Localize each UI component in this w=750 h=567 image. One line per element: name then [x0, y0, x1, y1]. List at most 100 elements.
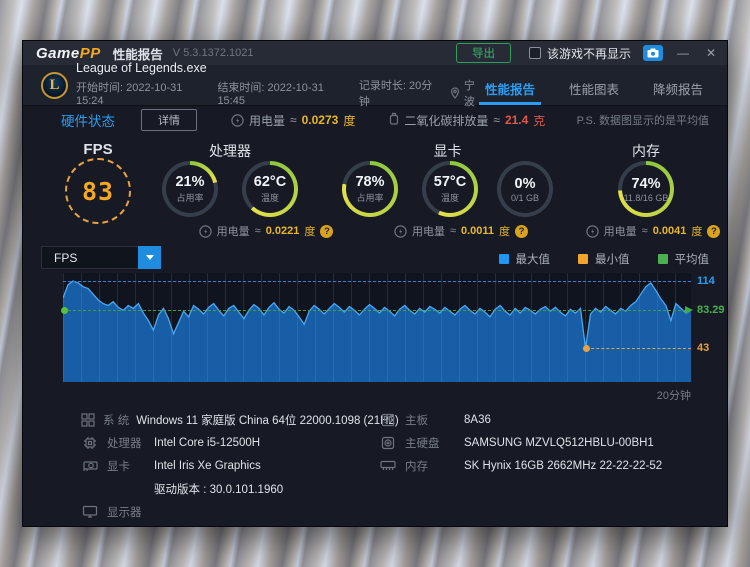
min-reference-line	[583, 345, 691, 352]
total-power-item: 用电量 ≈ 0.0273 度	[231, 112, 355, 129]
gpu-vram-label: 0/1 GB	[510, 192, 539, 203]
tab-performance-report[interactable]: 性能报告	[478, 79, 541, 105]
game-exe-name: League of Legends.exe	[76, 61, 207, 75]
approx-sign: ≈	[290, 113, 297, 127]
co2-unit: 克	[533, 113, 546, 128]
average-note: P.S. 数据图显示的是平均值	[576, 115, 709, 127]
window-title: 性能报告	[112, 47, 163, 62]
metric-dropdown[interactable]: FPS	[41, 246, 161, 269]
motherboard-row: 主板 8A36	[379, 408, 715, 431]
logo-game-text: Game	[36, 44, 80, 62]
gpu-vram-gauge: 0% 0/1 GB	[497, 161, 553, 217]
co2-item: 二氧化碳排放量 ≈ 21.4 克	[389, 112, 545, 129]
co2-value: 21.4	[504, 113, 529, 127]
min-swatch	[578, 254, 588, 264]
x-axis-label: 20分钟	[656, 390, 691, 402]
tab-throttle-report[interactable]: 降频报告	[652, 83, 703, 97]
power-label: 用电量	[216, 226, 250, 238]
power-unit: 度	[304, 226, 316, 238]
memory-usage-label: 11.8/16 GB	[623, 192, 669, 203]
legend-max[interactable]: 最大值	[498, 251, 550, 267]
max-reference-line	[63, 281, 691, 282]
chart-legend: 最大值 最小值 平均值	[498, 251, 709, 267]
help-icon[interactable]	[707, 224, 721, 238]
cpu-row: 处理器 Intel Core i5-12500H	[81, 431, 377, 454]
cpu-temp-gauge: 62°C 温度	[242, 161, 298, 217]
game-meta: League of Legends.exe 开始时间: 2022-10-31 1…	[76, 61, 485, 109]
gpu-title: 显卡	[433, 143, 462, 159]
gpu-temp-value: 57°C	[433, 174, 467, 190]
power-unit: 度	[343, 113, 356, 128]
disk-row: 主硬盘 SAMSUNG MZVLQ512HBLU-00BH1	[379, 431, 715, 454]
session-times: 开始时间: 2022-10-31 15:24 结束时间: 2022-10-31 …	[76, 77, 485, 109]
legend-avg[interactable]: 平均值	[657, 251, 709, 267]
end-time: 结束时间: 2022-10-31 15:45	[217, 82, 324, 107]
system-icon	[81, 412, 95, 427]
fps-area-series	[63, 280, 691, 382]
tab-performance-chart[interactable]: 性能图表	[568, 83, 619, 97]
cpu-title: 处理器	[209, 143, 251, 159]
memory-usage-gauge: 74% 11.8/16 GB	[618, 161, 674, 217]
cpu-icon	[81, 436, 99, 450]
chart-value-labels: 114 83.29 43	[697, 273, 729, 382]
avg-reference-line	[61, 305, 693, 314]
help-icon[interactable]	[320, 224, 334, 238]
fps-chart	[61, 273, 693, 382]
hardware-status-title: 硬件状态	[61, 114, 115, 129]
gpu-temp-label: 温度	[440, 193, 459, 203]
camera-icon	[647, 48, 659, 58]
gpu-power-row: 用电量 ≈ 0.0011 度	[371, 223, 551, 239]
approx-sign: ≈	[641, 225, 648, 237]
ram-row: 内存 SK Hynix 16GB 2662MHz 22-22-22-52	[379, 454, 715, 477]
power-label: 用电量	[411, 226, 445, 238]
cpu-usage-gauge: 21% 占用率	[162, 161, 218, 217]
logo-pp-text: PP	[79, 44, 101, 62]
memory-usage-value: 74%	[631, 175, 661, 192]
chevron-down-icon[interactable]	[138, 246, 161, 269]
location-label: 宁波	[463, 80, 475, 108]
export-button[interactable]: 导出	[455, 43, 511, 63]
cpu-temp-label: 温度	[260, 193, 279, 203]
gpu-vram-value: 0%	[514, 175, 536, 192]
game-info-bar: League of Legends.exe 开始时间: 2022-10-31 1…	[23, 61, 727, 108]
memory-power-row: 用电量 ≈ 0.0041 度	[563, 223, 743, 239]
cpu-usage-value: 21%	[175, 174, 205, 190]
screenshot-camera-button[interactable]	[643, 45, 663, 61]
gpu-usage-gauge: 78% 占用率	[342, 161, 398, 217]
monitor-icon	[81, 505, 99, 518]
game-icon	[41, 71, 68, 99]
help-icon[interactable]	[515, 224, 529, 238]
min-point-dot	[583, 345, 591, 352]
max-swatch	[498, 254, 509, 264]
avg-arrow-marker	[685, 305, 693, 314]
cpu-usage-label: 占用率	[176, 193, 204, 203]
titlebar: GamePP 性能报告 V 5.3.1372.1021 导出 该游戏不再显示 —…	[23, 41, 727, 65]
power-unit: 度	[691, 226, 703, 238]
memory-power-value: 0.0041	[652, 225, 687, 237]
gpu-power-value: 0.0011	[461, 225, 495, 237]
cpu-power-value: 0.0221	[265, 225, 300, 237]
approx-sign: ≈	[493, 113, 500, 127]
power-value: 0.0273	[301, 113, 339, 127]
close-button[interactable]: ✕	[705, 46, 717, 60]
power-icon	[394, 224, 407, 238]
avg-value-label: 83.29	[697, 303, 725, 316]
gpu-temp-gauge: 57°C 温度	[422, 161, 478, 217]
location-pin-icon	[450, 87, 460, 99]
memory-title: 内存	[632, 143, 660, 159]
avg-swatch	[657, 254, 668, 264]
hardware-status-row: 硬件状态 详情 用电量 ≈ 0.0273 度 二氧化碳排放量 ≈ 21.4 克 …	[61, 109, 709, 131]
metric-selected-value: FPS	[54, 250, 78, 265]
system-row: 系 统 Windows 11 家庭版 China 64位 22000.1098 …	[81, 408, 399, 431]
start-time: 开始时间: 2022-10-31 15:24	[76, 82, 183, 107]
record-duration: 记录时长: 20分钟	[358, 80, 433, 108]
minimize-button[interactable]: —	[677, 46, 689, 60]
legend-min[interactable]: 最小值	[578, 251, 630, 267]
dont-show-checkbox[interactable]	[528, 47, 541, 59]
gamepp-logo: GamePP	[36, 45, 101, 62]
gpu-icon	[81, 460, 99, 472]
motherboard-icon	[379, 413, 397, 427]
driver-row: 驱动版本 : 30.0.101.1960	[154, 483, 284, 496]
power-icon	[198, 224, 212, 238]
detail-button[interactable]: 详情	[141, 109, 197, 131]
